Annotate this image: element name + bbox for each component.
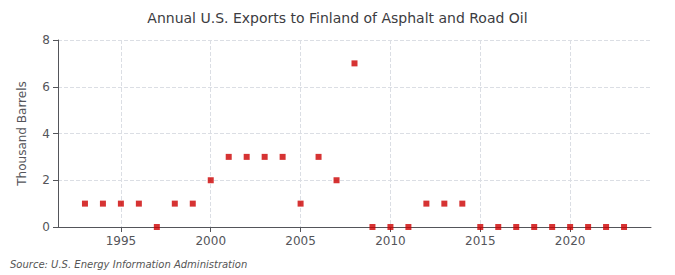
svg-text:Annual U.S. Exports to Finland: Annual U.S. Exports to Finland of Asphal… — [147, 10, 527, 26]
svg-text:2000: 2000 — [195, 234, 226, 248]
svg-text:2015: 2015 — [465, 234, 496, 248]
svg-text:2020: 2020 — [555, 234, 586, 248]
svg-text:4: 4 — [42, 127, 50, 141]
svg-text:Source: U.S. Energy Informatio: Source: U.S. Energy Information Administ… — [10, 259, 247, 270]
svg-text:2: 2 — [42, 173, 50, 187]
svg-text:6: 6 — [42, 80, 50, 94]
svg-text:Thousand Barrels: Thousand Barrels — [15, 81, 29, 186]
svg-text:1995: 1995 — [106, 234, 137, 248]
svg-text:2010: 2010 — [375, 234, 406, 248]
svg-text:2005: 2005 — [285, 234, 316, 248]
svg-text:0: 0 — [42, 220, 50, 234]
svg-text:8: 8 — [42, 33, 50, 47]
